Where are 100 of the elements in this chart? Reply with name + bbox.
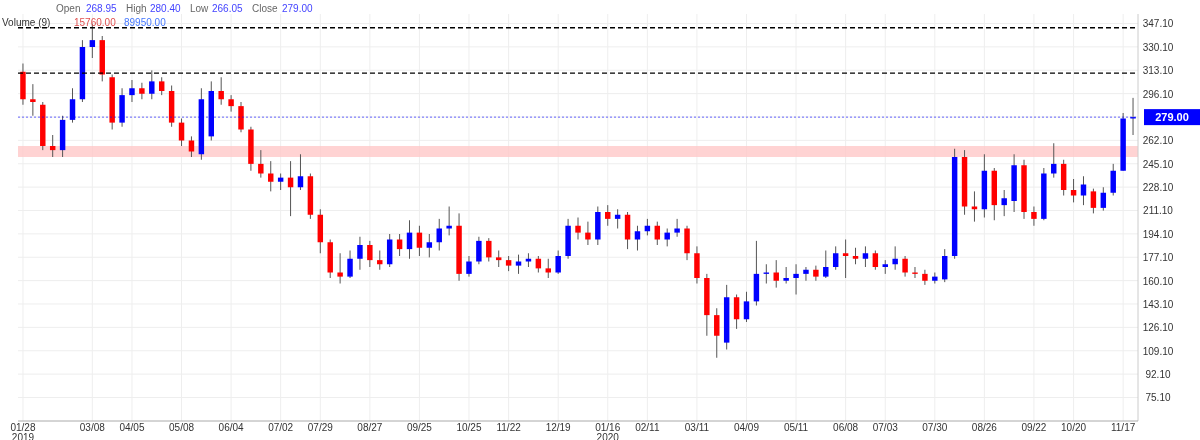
candlestick bbox=[614, 208, 621, 229]
candlestick bbox=[426, 233, 433, 258]
candlestick bbox=[902, 255, 908, 278]
x-tick-label: 08/26 bbox=[971, 422, 998, 433]
x-tick-label: 04/05 bbox=[119, 422, 145, 433]
x-tick-label: 11/22 bbox=[496, 422, 522, 433]
candlestick bbox=[545, 258, 551, 279]
candlestick bbox=[1110, 163, 1116, 196]
x-tick-label: 02/11 bbox=[635, 422, 660, 433]
candlestick bbox=[258, 149, 264, 179]
y-tick-label: 330.10 bbox=[1142, 41, 1174, 53]
candlestick bbox=[892, 245, 898, 271]
candlestick bbox=[813, 265, 819, 282]
x-tick-label: 06/04 bbox=[218, 422, 245, 433]
annotation: High bbox=[126, 3, 147, 14]
y-tick-label: 194.10 bbox=[1142, 228, 1174, 240]
x-tick-label: 07/02 bbox=[268, 422, 294, 433]
candlestick bbox=[674, 218, 680, 238]
ref-line-label: 279.00 bbox=[1155, 111, 1189, 124]
candlestick bbox=[942, 248, 948, 283]
x-tick-label: 11/17 bbox=[1110, 422, 1136, 433]
candlestick bbox=[476, 236, 482, 265]
x-tick-label: 07/30 bbox=[922, 422, 948, 433]
candlestick bbox=[922, 269, 928, 286]
x-tick-label: 12/19 bbox=[545, 422, 572, 433]
candlestick bbox=[515, 254, 522, 275]
x-tick-label: 09/25 bbox=[406, 422, 433, 433]
candlestick bbox=[139, 82, 145, 100]
y-tick-label: 296.10 bbox=[1142, 88, 1174, 100]
annotation: Volume (9) bbox=[2, 17, 51, 28]
candlestick bbox=[297, 153, 304, 191]
annotation: Open bbox=[56, 3, 81, 14]
candlestick bbox=[1031, 206, 1037, 227]
candlestick bbox=[823, 250, 829, 279]
annotation: Low bbox=[190, 3, 210, 14]
x-tick-label: 07/29 bbox=[307, 422, 334, 433]
candlestick bbox=[446, 206, 452, 236]
candlestick bbox=[377, 250, 383, 271]
candlestick bbox=[842, 239, 849, 279]
candlestick bbox=[1001, 189, 1007, 217]
candlestick bbox=[1051, 142, 1057, 179]
annotation: 268.95 bbox=[86, 3, 118, 14]
candlestick bbox=[634, 225, 641, 251]
candlestick bbox=[49, 134, 56, 158]
candlestick bbox=[714, 307, 720, 359]
annotation: 266.05 bbox=[212, 3, 244, 14]
annotation: 280.40 bbox=[150, 3, 182, 14]
x-tick-label: 03/11 bbox=[684, 422, 710, 433]
y-tick-label: 228.10 bbox=[1142, 182, 1174, 194]
x-tick-label: 09/22 bbox=[1021, 422, 1047, 433]
annotation: 279.00 bbox=[282, 3, 314, 14]
y-tick-label: 160.10 bbox=[1142, 275, 1174, 287]
annotation: 15760.00 bbox=[74, 17, 117, 28]
y-tick-label: 75.10 bbox=[1145, 392, 1171, 404]
x-tick-label: 10/25 bbox=[456, 422, 482, 433]
annotation: Close bbox=[252, 3, 278, 14]
annotation: 89950.00 bbox=[124, 17, 167, 28]
candlestick bbox=[347, 250, 353, 279]
candlestick bbox=[575, 217, 581, 240]
y-tick-label: 347.10 bbox=[1142, 18, 1174, 30]
y-tick-label: 126.10 bbox=[1142, 322, 1174, 334]
y-tick-label: 211.10 bbox=[1143, 205, 1174, 217]
candlestick bbox=[733, 294, 740, 330]
y-tick-label: 109.10 bbox=[1142, 345, 1174, 357]
candlestick bbox=[416, 225, 423, 257]
x-tick-label: 04/09 bbox=[733, 422, 760, 433]
x-tick-label: 05/11 bbox=[783, 422, 809, 433]
y-tick-label: 177.10 bbox=[1142, 252, 1174, 264]
y-tick-label: 313.10 bbox=[1142, 65, 1174, 77]
candlestick bbox=[486, 237, 492, 262]
candlestick bbox=[337, 252, 343, 284]
candlestick bbox=[555, 250, 561, 275]
candlestick bbox=[357, 236, 363, 271]
candlestick bbox=[862, 245, 869, 268]
candlestick bbox=[129, 79, 135, 103]
candlestick bbox=[743, 291, 750, 323]
candlestick bbox=[30, 83, 36, 117]
x-tick-label: 07/03 bbox=[872, 422, 899, 433]
x-tick-label: 05/08 bbox=[169, 422, 195, 433]
candlestick bbox=[783, 266, 789, 284]
candlestick bbox=[1100, 186, 1107, 212]
y-tick-label: 143.10 bbox=[1142, 298, 1174, 310]
candlestick bbox=[872, 250, 879, 271]
y-tick-label: 245.10 bbox=[1142, 158, 1174, 170]
candlestick bbox=[585, 221, 591, 246]
candlestick bbox=[178, 118, 185, 147]
candlestick bbox=[1080, 175, 1087, 206]
candlestick bbox=[228, 94, 234, 113]
candlestick bbox=[466, 255, 472, 278]
candlestick bbox=[654, 221, 661, 246]
x-tick-label: 10/20 bbox=[1061, 422, 1087, 433]
candlestick bbox=[367, 240, 373, 268]
y-tick-label: 262.10 bbox=[1142, 135, 1174, 147]
candlestick bbox=[188, 135, 195, 158]
x-tick-label: 06/08 bbox=[833, 422, 859, 433]
candlestick bbox=[238, 101, 244, 133]
candlestick bbox=[605, 204, 611, 227]
candlestick bbox=[149, 69, 155, 100]
candlestick bbox=[218, 76, 224, 106]
x-tick-label: 03/08 bbox=[79, 422, 106, 433]
